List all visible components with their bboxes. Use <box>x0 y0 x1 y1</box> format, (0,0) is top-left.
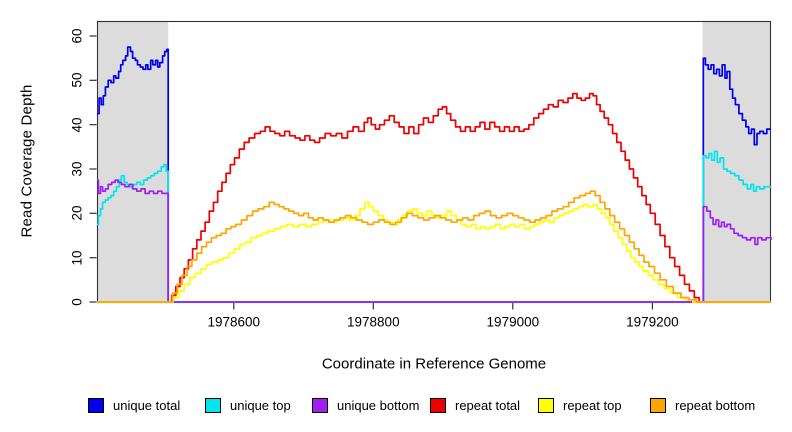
series-repeat-total <box>97 92 771 303</box>
repeat-shaded-regions <box>97 21 771 302</box>
repeat-top-swatch-icon <box>538 397 554 413</box>
legend-item-repeat-total: repeat total <box>430 396 520 414</box>
legend-label: unique total <box>113 397 181 413</box>
legend-item-unique-total: unique total <box>88 396 180 414</box>
unique-top-swatch-icon <box>205 397 221 413</box>
series-repeat-bottom <box>97 190 771 303</box>
repeat-bottom-swatch-icon <box>650 397 666 413</box>
y-tick-label: 60 <box>69 28 85 44</box>
series-repeat-top <box>97 201 771 303</box>
legend-item-repeat-bottom: repeat bottom <box>650 396 755 414</box>
x-tick-label: 1978800 <box>347 314 400 330</box>
x-axis-title: Coordinate in Reference Genome <box>321 355 547 373</box>
repeat-total-swatch-icon <box>430 397 446 413</box>
unique-total-swatch-icon <box>88 397 104 413</box>
y-tick-label: 0 <box>69 298 85 306</box>
legend-label: repeat top <box>563 397 622 413</box>
x-tick-label: 1978600 <box>207 314 261 330</box>
y-tick-label: 10 <box>69 250 85 266</box>
series-unique-bottom <box>97 179 772 303</box>
legend-item-unique-bottom: unique bottom <box>312 396 419 414</box>
coverage-series-lines <box>97 46 772 303</box>
legend-label: unique top <box>230 397 291 413</box>
y-tick-label: 50 <box>69 72 85 88</box>
legend: unique total unique top unique bottom re… <box>0 396 792 416</box>
legend-label: unique bottom <box>337 397 420 413</box>
legend-item-unique-top: unique top <box>205 396 291 414</box>
legend-item-repeat-top: repeat top <box>538 396 622 414</box>
axis-tick-marks <box>89 35 654 310</box>
plot-box-border <box>96 20 772 304</box>
y-tick-label: 20 <box>69 205 85 221</box>
legend-label: repeat bottom <box>675 397 756 413</box>
y-tick-label: 30 <box>69 161 85 177</box>
x-tick-label: 1979000 <box>486 314 540 330</box>
series-unique-top <box>97 150 771 303</box>
legend-label: repeat total <box>455 397 521 413</box>
x-tick-label: 1979200 <box>626 314 679 330</box>
series-unique-total <box>97 46 771 303</box>
unique-bottom-swatch-icon <box>312 397 328 413</box>
y-tick-label: 40 <box>69 117 85 133</box>
y-axis-title: Read Coverage Depth <box>18 84 36 238</box>
